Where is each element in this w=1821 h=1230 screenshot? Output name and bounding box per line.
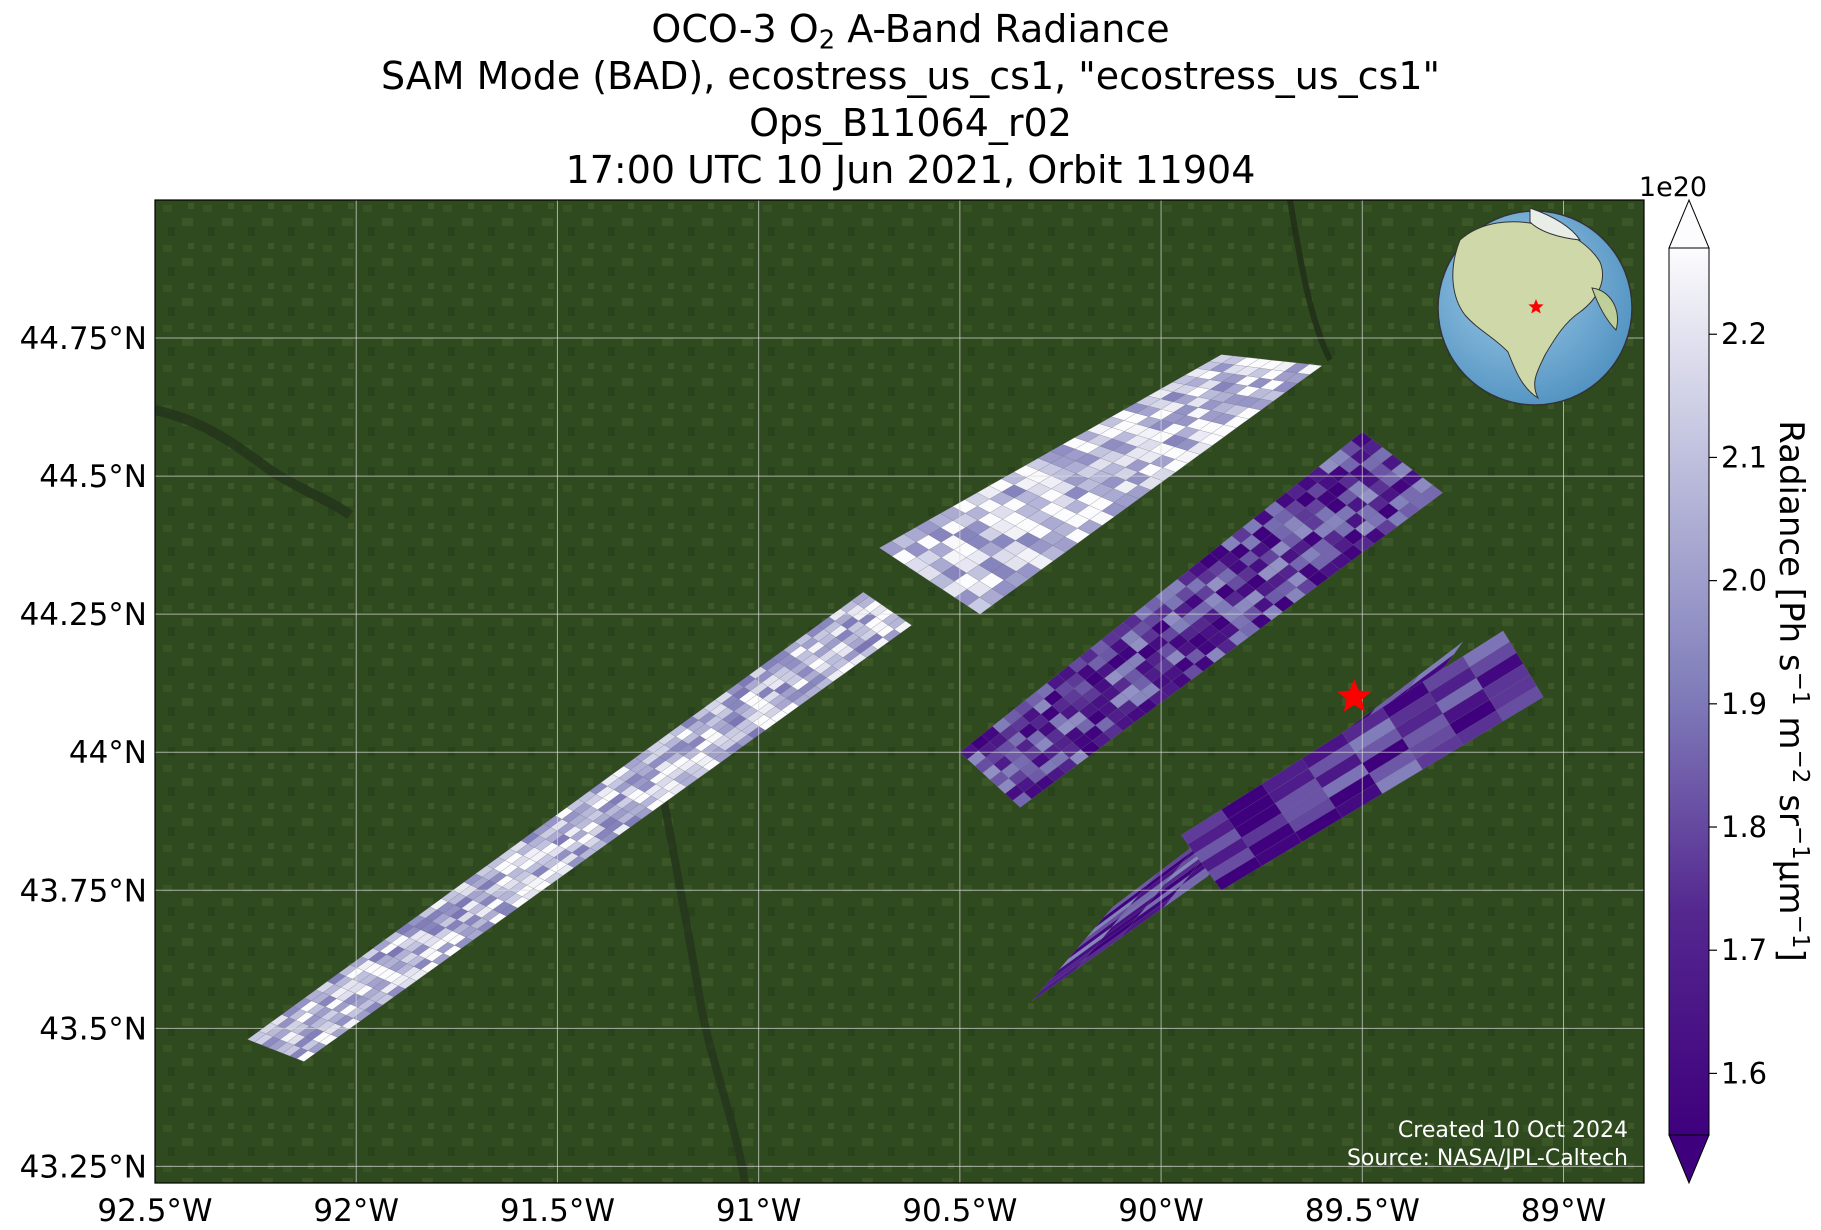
credit-source: Source: NASA/JPL-Caltech [1346, 1146, 1628, 1171]
footprint [1409, 641, 1464, 688]
globe-marker-icon [1528, 299, 1544, 314]
colorbar-extend-min [1668, 1134, 1710, 1185]
satellite-basemap [155, 200, 1644, 1183]
y-tick-label: 43.5°N [39, 1011, 147, 1047]
footprint [893, 620, 913, 634]
colorbar-label: Radiance [Ph s−1 m−2 sr−1μm−1] [1771, 420, 1813, 961]
x-axis-ticks: 92.5°W 92°W 91.5°W 91°W 90.5°W 90°W 89.5°W 89°W [97, 1193, 1606, 1229]
y-tick-label: 44°N [69, 735, 147, 771]
y-tick-label: 43.75°N [20, 873, 147, 909]
chart-title-line1: OCO-3 O2 A-Band Radiance [651, 7, 1170, 56]
colorbar-gradient [1668, 247, 1710, 1136]
inset-globe [1437, 207, 1633, 406]
y-tick-label: 43.25°N [20, 1149, 147, 1185]
y-tick-label: 44.5°N [39, 459, 147, 495]
x-tick-label: 89°W [1521, 1193, 1607, 1229]
chart-title-line4: 17:00 UTC 10 Jun 2021, Orbit 11904 [565, 148, 1256, 192]
x-tick-label: 92.5°W [97, 1193, 212, 1229]
footprint [1420, 484, 1444, 502]
x-tick-label: 91.5°W [500, 1193, 615, 1229]
swath-footprints [247, 591, 913, 1062]
y-axis-ticks: 43.25°N 43.5°N 43.75°N 44°N 44.25°N 44.5°N 44.… [20, 321, 147, 1185]
y-tick-label: 44.75°N [20, 321, 147, 357]
colorbar-tick-label: 1.6 [1721, 1056, 1767, 1090]
footprint [1496, 685, 1544, 722]
colorbar-tick-label: 2.2 [1721, 317, 1767, 351]
swath-footprints [878, 354, 1323, 615]
x-tick-label: 89.5°W [1305, 1193, 1420, 1229]
colorbar-ticks: 1.6 1.7 1.8 1.9 2.0 2.1 2.2 [1709, 317, 1767, 1090]
river [155, 405, 353, 520]
target-star-icon [1337, 679, 1372, 712]
swath-footprints [1180, 630, 1544, 891]
gridlines [155, 200, 1644, 1183]
globe-arctic [1529, 207, 1582, 241]
river [656, 779, 749, 1183]
globe-land [1591, 287, 1618, 331]
swath-footprints [959, 431, 1444, 808]
colorbar-extend-max [1668, 198, 1710, 249]
credit-created: Created 10 Oct 2024 [1397, 1118, 1628, 1143]
colorbar-tick-label: 1.8 [1721, 810, 1767, 844]
colorbar: 1.6 1.7 1.8 1.9 2.0 2.1 2.2 1e20 Radiance [Ph … [1639, 172, 1813, 1185]
map-frame [154, 199, 1645, 1184]
colorbar-tick-label: 1.7 [1721, 933, 1767, 967]
chart-title-line2: SAM Mode (BAD), ecostress_us_cs1, "ecost… [380, 54, 1440, 98]
river [1287, 200, 1333, 362]
chart-title-line3: Ops_B11064_r02 [749, 101, 1072, 145]
colorbar-tick-label: 2.1 [1721, 440, 1767, 474]
x-tick-label: 91°W [716, 1193, 802, 1229]
colorbar-tick-label: 2.0 [1721, 564, 1767, 598]
footprint [1296, 364, 1323, 375]
colorbar-tick-label: 1.9 [1721, 687, 1767, 721]
x-tick-label: 90°W [1118, 1193, 1204, 1229]
colorbar-exponent: 1e20 [1639, 172, 1707, 203]
x-tick-label: 92°W [313, 1193, 399, 1229]
y-tick-label: 44.25°N [20, 597, 147, 633]
map-area [155, 200, 1644, 1183]
x-tick-label: 90.5°W [902, 1193, 1017, 1229]
radiance-swaths [247, 354, 1544, 1062]
